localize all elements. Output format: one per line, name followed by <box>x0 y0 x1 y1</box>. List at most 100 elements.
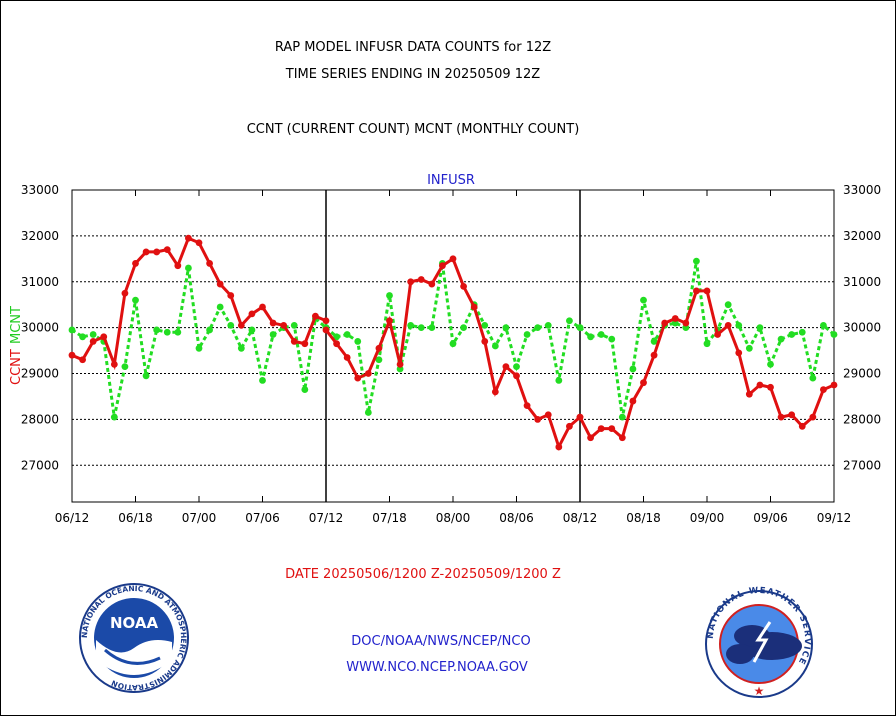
mcnt-point <box>354 338 362 345</box>
ccnt-point <box>322 317 330 325</box>
mcnt-point <box>703 340 711 348</box>
ccnt-point <box>513 372 520 380</box>
ccnt-point <box>428 280 436 288</box>
ccnt-point <box>735 349 743 357</box>
date-range: DATE 20250506/1200 Z-20250509/1200 Z <box>285 567 561 582</box>
y-tick-label-left: 33000 <box>21 183 59 197</box>
x-tick-label: 09/00 <box>690 511 725 525</box>
ccnt-point <box>470 303 478 311</box>
ccnt-point <box>777 413 785 421</box>
ccnt-point <box>248 310 256 318</box>
mcnt-point <box>142 372 150 380</box>
x-tick-label: 06/12 <box>55 511 90 525</box>
ccnt-point <box>386 317 393 325</box>
ccnt-point <box>322 326 330 334</box>
mcnt-point <box>460 324 467 332</box>
mcnt-point <box>428 324 436 332</box>
mcnt-point <box>121 363 129 371</box>
y-label-mcnt: MCNT <box>9 306 24 344</box>
mcnt-point <box>269 331 277 338</box>
mcnt-point <box>608 335 616 343</box>
mcnt-point <box>132 296 139 304</box>
mcnt-point <box>566 317 573 325</box>
x-tick-label: 07/12 <box>309 511 344 525</box>
y-tick-label-left: 30000 <box>21 321 59 335</box>
ccnt-point <box>798 422 806 430</box>
x-tick-label: 08/00 <box>436 511 471 525</box>
mcnt-point <box>735 321 743 329</box>
ccnt-point <box>280 321 288 329</box>
ccnt-point <box>693 287 700 295</box>
ccnt-point <box>566 422 573 430</box>
mcnt-point <box>555 377 563 384</box>
ccnt-point <box>682 319 690 327</box>
ccnt-point <box>142 248 150 256</box>
mcnt-point <box>343 331 351 338</box>
mcnt-point <box>481 321 489 329</box>
y-tick-label-right: 33000 <box>843 183 881 197</box>
ccnt-point <box>576 413 584 421</box>
ccnt-point <box>650 351 658 359</box>
ccnt-point <box>523 402 531 410</box>
y-tick-label-right: 29000 <box>843 367 881 381</box>
mcnt-point <box>259 377 266 384</box>
chart-title-line2: TIME SERIES ENDING IN 20250509 12Z <box>285 67 541 82</box>
ccnt-point <box>618 434 626 442</box>
mcnt-point <box>587 333 594 341</box>
mcnt-point <box>407 321 415 329</box>
ccnt-line-panel-2 <box>324 256 581 451</box>
ccnt-point <box>809 413 817 421</box>
mcnt-point <box>79 333 86 341</box>
ccnt-point <box>110 360 118 368</box>
ccnt-point <box>259 303 266 311</box>
ccnt-point <box>671 315 679 322</box>
ccnt-point <box>333 340 340 348</box>
ccnt-point <box>544 411 552 419</box>
y-tick-label-left: 29000 <box>21 367 59 381</box>
mcnt-point <box>830 331 838 338</box>
ccnt-point <box>597 425 605 432</box>
mcnt-point <box>745 344 753 352</box>
mcnt-point <box>640 296 647 304</box>
mcnt-point <box>417 324 425 332</box>
noaa-logo: NATIONAL OCEANIC AND ATMOSPHERIC ADMINIS… <box>79 583 189 693</box>
mcnt-point <box>110 413 118 421</box>
panel-title: INFUSR <box>427 173 475 188</box>
ccnt-point <box>745 390 753 398</box>
x-tick-label: 07/00 <box>182 511 217 525</box>
mcnt-point <box>777 335 785 343</box>
mcnt-point <box>153 326 161 334</box>
ccnt-point <box>481 338 489 345</box>
ccnt-point <box>174 262 182 270</box>
y-tick-label-left: 31000 <box>21 275 59 289</box>
ccnt-point <box>640 379 647 387</box>
ccnt-point <box>449 255 457 263</box>
mcnt-point <box>798 328 806 336</box>
x-tick-label: 07/18 <box>372 511 407 525</box>
mcnt-point <box>195 344 203 352</box>
mcnt-point <box>597 331 605 338</box>
ccnt-point <box>417 276 425 283</box>
noaa-logo-text: NOAA <box>110 614 159 632</box>
mcnt-point <box>491 342 499 350</box>
mcnt-point <box>364 409 372 416</box>
mcnt-point <box>216 303 224 311</box>
ccnt-point <box>439 262 446 270</box>
mcnt-point <box>185 264 192 272</box>
ccnt-line-panel-3 <box>578 289 835 441</box>
mcnt-point <box>788 331 796 338</box>
mcnt-point <box>618 413 626 421</box>
ccnt-point <box>661 319 669 327</box>
ccnt-point <box>237 321 245 329</box>
mcnt-point <box>375 356 383 364</box>
mcnt-point <box>290 321 298 329</box>
ccnt-point <box>290 338 298 345</box>
svg-text:★: ★ <box>754 684 765 698</box>
mcnt-point <box>534 324 542 332</box>
chart-subtitle: CCNT (CURRENT COUNT) MCNT (MONTHLY COUNT… <box>247 122 580 137</box>
x-tick-label: 07/06 <box>245 511 280 525</box>
x-tick-label: 08/12 <box>563 511 598 525</box>
mcnt-point <box>544 321 552 329</box>
mcnt-point <box>576 324 584 332</box>
mcnt-point <box>248 326 256 334</box>
